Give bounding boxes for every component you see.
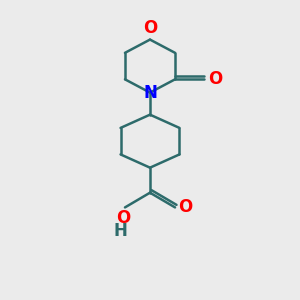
- Text: O: O: [178, 198, 193, 216]
- Text: N: N: [143, 84, 157, 102]
- Text: H: H: [114, 222, 128, 240]
- Text: O: O: [116, 209, 130, 227]
- Text: O: O: [143, 19, 157, 37]
- Text: O: O: [208, 70, 222, 88]
